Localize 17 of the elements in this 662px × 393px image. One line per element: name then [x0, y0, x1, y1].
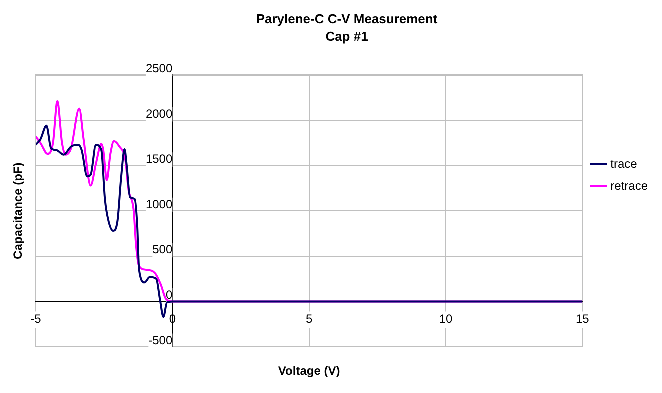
y-tick-label: 0 [166, 288, 173, 302]
y-tick-label: 500 [152, 242, 173, 257]
legend-label: retrace [610, 178, 648, 193]
chart-title: Parylene-C C-V Measurement [256, 11, 438, 26]
y-axis-title: Capacitance (pF) [11, 162, 25, 260]
legend-label: trace [610, 156, 638, 171]
x-tick-label: 5 [306, 312, 313, 326]
x-axis-title: Voltage (V) [278, 364, 340, 378]
x-tick-label: -5 [30, 312, 42, 326]
x-tick-label: 15 [576, 312, 590, 326]
y-tick-label: 2000 [146, 106, 173, 121]
y-tick-label: 2500 [146, 62, 173, 76]
y-tick-label: 1000 [146, 197, 173, 212]
x-tick-label: 10 [439, 312, 453, 326]
y-tick-label: 1500 [146, 152, 173, 166]
chart-subtitle: Cap #1 [326, 28, 368, 44]
y-tick-label: -500 [148, 333, 173, 348]
